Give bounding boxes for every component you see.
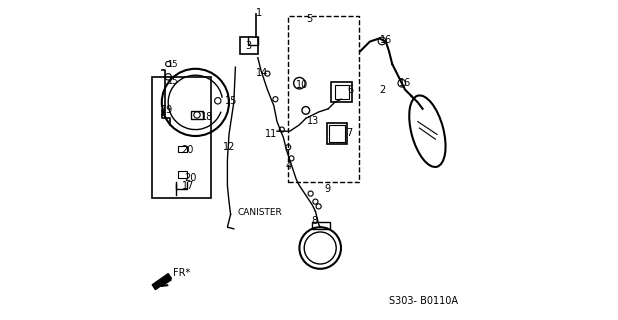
Text: 5: 5 [306,14,312,24]
Text: 10: 10 [296,80,308,91]
Text: 6: 6 [347,84,353,95]
Text: 2: 2 [379,84,385,95]
Bar [326,123,347,144]
Bar [334,85,349,99]
Text: CANISTER: CANISTER [237,208,282,217]
Bar [329,125,345,142]
Text: 13: 13 [307,116,319,126]
Text: 19: 19 [161,105,174,116]
Text: 11: 11 [265,129,277,140]
Bar [178,146,187,152]
Text: 18: 18 [201,112,213,122]
Text: 15: 15 [225,96,237,106]
Bar [240,37,258,54]
Text: 14: 14 [255,68,268,78]
Text: 4: 4 [286,161,292,172]
Text: 20: 20 [181,145,193,156]
Text: 15: 15 [167,77,178,86]
Bar [312,222,330,229]
Text: S303- B0110A: S303- B0110A [389,296,458,306]
Text: 1: 1 [256,8,262,18]
Text: 12: 12 [223,142,235,152]
Bar [178,171,187,178]
Text: 17: 17 [182,180,194,191]
Text: 8: 8 [311,216,318,226]
Bar [152,77,211,198]
Text: 3: 3 [245,41,251,52]
Bar [331,82,352,102]
Bar [288,16,358,182]
Text: 16: 16 [399,78,412,88]
Bar [190,111,203,119]
Text: 15: 15 [167,60,178,68]
Text: 9: 9 [324,184,331,194]
Text: 7: 7 [347,128,353,138]
Polygon shape [152,274,171,290]
Text: 20: 20 [184,172,197,183]
Text: FR*: FR* [173,268,190,278]
Text: 16: 16 [380,35,392,45]
